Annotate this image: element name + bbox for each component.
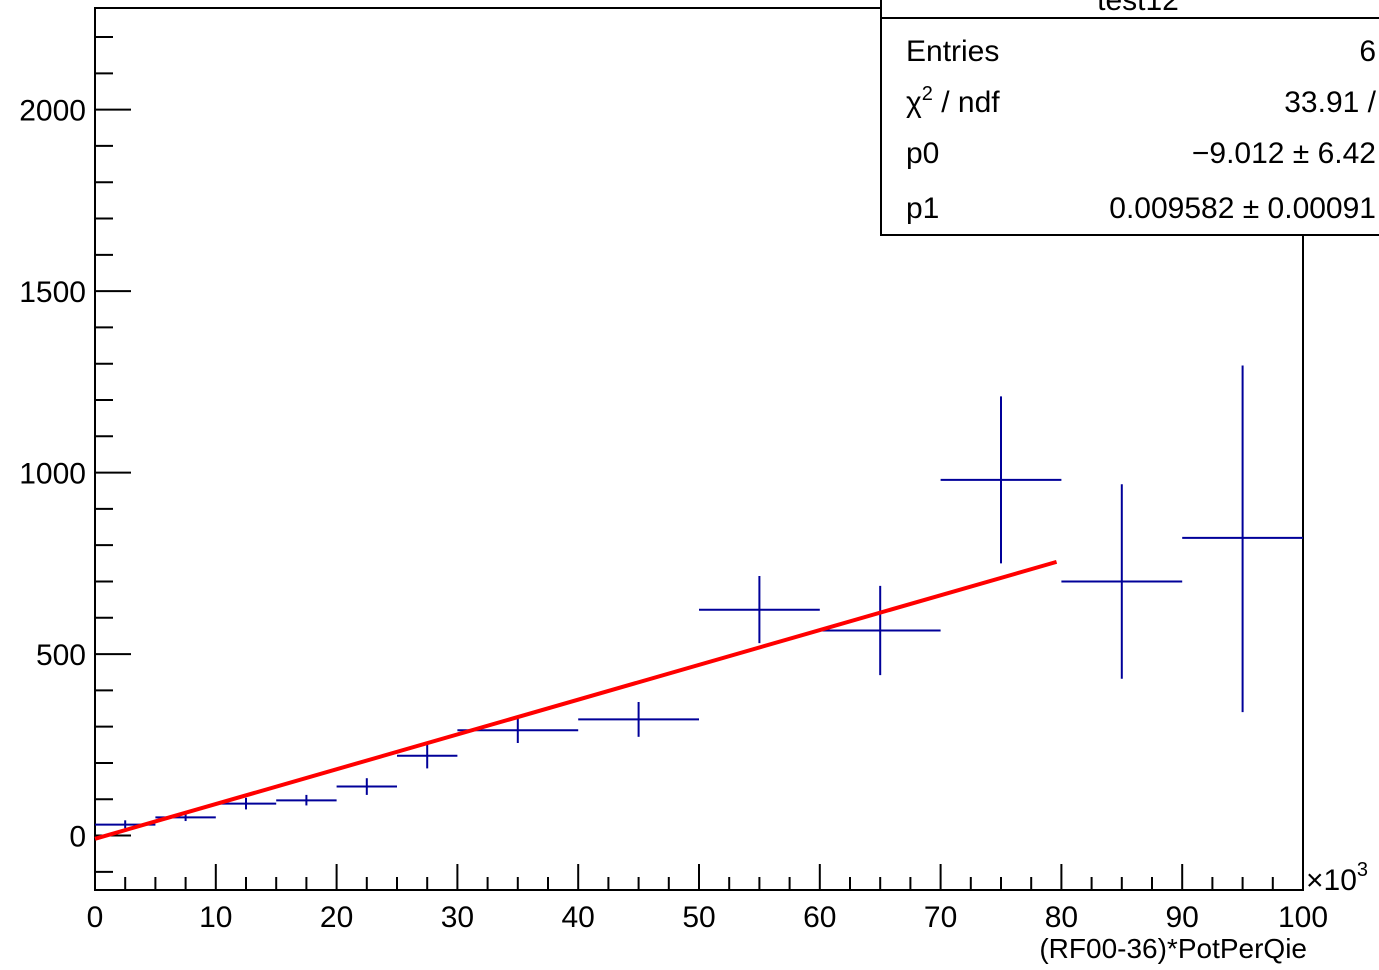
data-point xyxy=(336,778,397,795)
stats-row-p1-label: p1 xyxy=(906,192,939,225)
y-tick-label: 1000 xyxy=(19,458,86,491)
fit-line-group xyxy=(94,559,1058,841)
x-multiplier-base: ×10 xyxy=(1306,864,1357,897)
chi-ndf-text: / ndf xyxy=(933,86,1000,119)
y-axis: 0 500 1000 1500 2000 xyxy=(19,36,131,873)
x-tick-label: 50 xyxy=(682,901,715,934)
x-tick-label: 100 xyxy=(1278,901,1328,934)
fit-line xyxy=(94,559,1058,841)
data-point xyxy=(819,585,941,676)
stats-row-p0-label: p0 xyxy=(906,137,939,170)
x-tick-label: 40 xyxy=(562,901,595,934)
y-tick-label: 1500 xyxy=(19,276,86,309)
data-points xyxy=(95,365,1303,829)
stats-box-title: test12 xyxy=(1097,0,1179,17)
data-point xyxy=(1061,484,1183,679)
x-tick-label: 10 xyxy=(199,901,232,934)
stats-row-entries-label: Entries xyxy=(906,35,999,68)
x-tick-label: 20 xyxy=(320,901,353,934)
chi-exponent: 2 xyxy=(922,83,933,105)
x-tick-label: 70 xyxy=(924,901,957,934)
chi-symbol: χ xyxy=(906,86,922,119)
x-tick-label: 80 xyxy=(1045,901,1078,934)
data-point xyxy=(1182,365,1303,713)
stats-row-p0-value: −9.012 ± 6.42 xyxy=(1192,137,1376,170)
x-tick-label: 30 xyxy=(441,901,474,934)
stats-row-chi2-label: χ2 / ndf xyxy=(906,83,1000,119)
stats-box-frame xyxy=(880,0,1379,236)
x-tick-label: 60 xyxy=(803,901,836,934)
y-tick-label: 2000 xyxy=(19,95,86,128)
x-tick-label: 90 xyxy=(1166,901,1199,934)
x-tick-label: 0 xyxy=(87,901,104,934)
stats-row-p1-value: 0.009582 ± 0.00091 xyxy=(1109,192,1376,225)
x-multiplier-exponent: 3 xyxy=(1357,859,1368,881)
y-tick-label: 500 xyxy=(36,639,86,672)
stats-row-entries-value: 6 xyxy=(1359,35,1376,68)
data-point xyxy=(276,794,337,806)
stats-row-chi2-value: 33.91 / xyxy=(1284,86,1376,119)
y-tick-label: 0 xyxy=(69,821,86,854)
x-axis-multiplier: ×103 xyxy=(1306,859,1368,897)
data-point xyxy=(578,701,699,737)
x-axis-title: (RF00-36)*PotPerQie xyxy=(1039,933,1307,964)
data-point xyxy=(215,797,277,810)
data-point xyxy=(397,743,458,769)
x-axis: 0 10 20 30 40 50 60 70 80 90 100 xyxy=(87,864,1328,934)
stats-box: test12 Entries 6 χ2 / ndf 33.91 / p0 −9.… xyxy=(880,0,1379,236)
data-point xyxy=(940,396,1062,564)
data-point xyxy=(699,576,820,644)
